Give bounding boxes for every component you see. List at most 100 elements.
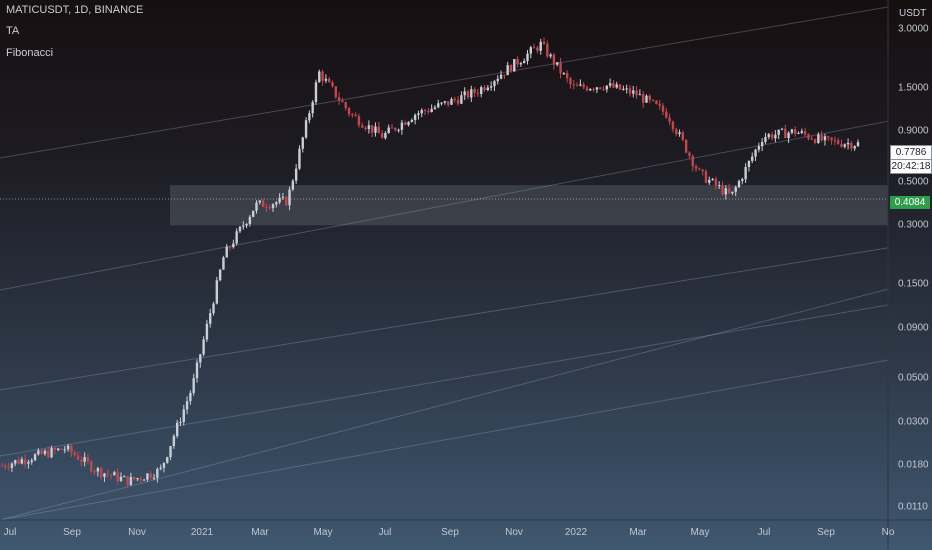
last-price-tag: 0.7786	[890, 145, 932, 160]
time-tick: Mar	[629, 527, 647, 538]
candle-body	[810, 138, 813, 140]
candle-body	[53, 448, 57, 450]
candle-body	[437, 103, 440, 108]
candle-body	[830, 137, 833, 141]
candle-body	[450, 98, 453, 105]
candle-body	[364, 127, 367, 129]
candle-body	[420, 110, 423, 114]
candle-body	[625, 88, 628, 90]
candle-body	[770, 134, 774, 139]
candle-body	[354, 114, 357, 117]
time-tick: Jul	[757, 527, 771, 538]
candle-body	[268, 207, 271, 209]
candle-body	[285, 196, 288, 206]
candle-body	[691, 155, 694, 167]
candle-body	[4, 465, 7, 468]
candle-body	[668, 117, 671, 122]
candle-body	[228, 246, 232, 248]
candle-body	[417, 113, 420, 115]
candle-body	[14, 460, 17, 464]
candle-body	[291, 180, 295, 190]
time-tick: Sep	[63, 527, 81, 538]
candle-body	[232, 243, 235, 248]
candle-body	[73, 452, 76, 456]
candle-body	[116, 472, 119, 481]
channel-line	[0, 288, 889, 521]
candle-body	[139, 478, 143, 480]
candle-body	[410, 120, 414, 123]
candle-body	[304, 120, 308, 138]
candle-body	[238, 226, 242, 232]
candle-body	[635, 90, 638, 96]
candle-body	[334, 86, 338, 98]
candle-body	[146, 473, 149, 480]
candle-body	[751, 156, 754, 161]
candle-body	[209, 313, 212, 324]
candle-body	[47, 450, 50, 458]
candle-body	[384, 133, 387, 139]
price-tick: 0.0110	[898, 501, 928, 513]
candle-body	[265, 206, 268, 208]
candle-body	[556, 62, 559, 65]
candle-body	[675, 129, 678, 135]
candle-body	[123, 476, 126, 478]
candle-body	[63, 449, 66, 451]
candle-body	[536, 47, 539, 51]
candle-body	[513, 59, 516, 72]
indicator-ta[interactable]: TA	[6, 25, 20, 37]
candle-body	[807, 134, 810, 139]
candle-body	[202, 339, 205, 355]
candle-body	[60, 448, 63, 450]
candle-body	[218, 269, 222, 281]
candle-body	[496, 78, 499, 82]
candle-body	[119, 476, 123, 481]
candle-body	[651, 99, 655, 101]
candle-body	[361, 125, 364, 128]
candle-body	[430, 108, 433, 113]
candle-body	[255, 202, 258, 211]
candle-body	[387, 127, 390, 134]
candle-body	[397, 129, 400, 131]
candles-layer	[0, 37, 860, 488]
candle-body	[717, 185, 721, 187]
candle-body	[427, 110, 430, 113]
price-axis-title: USDT	[899, 8, 927, 19]
candle-body	[777, 129, 780, 135]
price-tick: 0.0900	[898, 322, 929, 334]
candle-body	[602, 88, 605, 90]
channel-line	[0, 6, 889, 159]
candle-body	[70, 445, 73, 453]
candle-body	[559, 62, 562, 74]
indicator-fibonacci[interactable]: Fibonacci	[6, 47, 54, 59]
candle-body	[522, 60, 526, 64]
candle-body	[440, 102, 443, 104]
candle-body	[466, 91, 470, 98]
candle-body	[592, 89, 595, 91]
candle-body	[579, 84, 582, 86]
candle-body	[446, 101, 450, 105]
candle-body	[503, 74, 506, 76]
candle-body	[0, 465, 4, 467]
candle-body	[737, 180, 741, 188]
candle-body	[820, 134, 823, 141]
candle-body	[516, 59, 519, 65]
symbol-title[interactable]: MATICUSDT, 1D, BINANCE	[6, 4, 144, 16]
candle-body	[823, 136, 827, 141]
candle-body	[195, 362, 199, 379]
price-tick: 3.0000	[898, 23, 929, 35]
candle-body	[225, 246, 228, 258]
support-zone-layer	[0, 185, 888, 226]
candle-body	[575, 85, 579, 87]
candle-body	[797, 132, 800, 134]
candle-body	[489, 86, 493, 88]
time-tick: Nov	[128, 527, 146, 538]
candle-body	[443, 101, 447, 103]
candle-body	[460, 95, 463, 104]
candle-body	[704, 171, 708, 183]
time-tick: Sep	[817, 527, 835, 538]
support-zone	[170, 185, 888, 226]
candle-body	[549, 54, 552, 57]
